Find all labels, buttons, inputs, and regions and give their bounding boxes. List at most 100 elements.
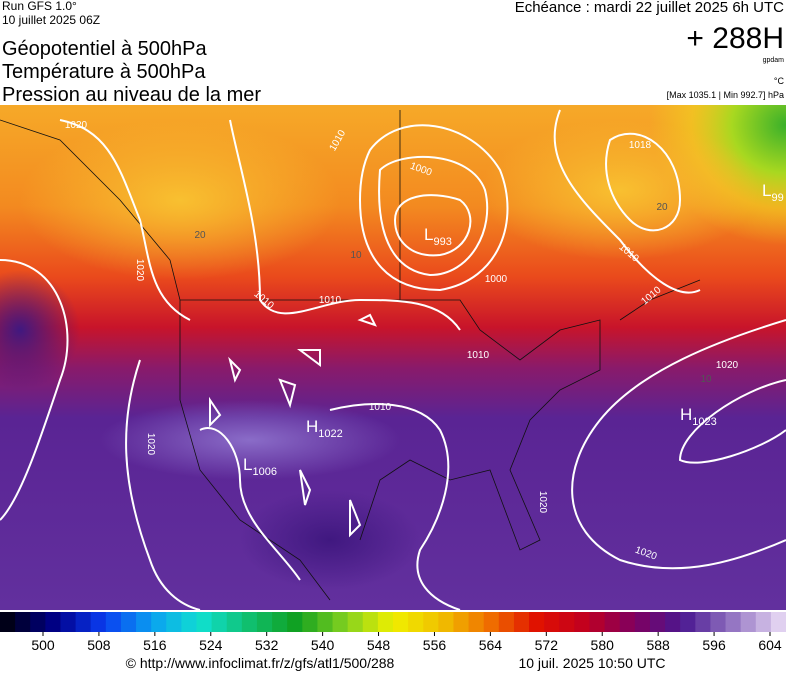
center-value: 1006: [252, 466, 276, 478]
colorbar-swatch: [393, 612, 409, 632]
lead: + 288H: [686, 22, 784, 55]
isobar-label: 1020: [145, 433, 156, 456]
colorbar-swatch: [665, 612, 681, 632]
colorbar-swatch: [45, 612, 61, 632]
center-letter: H: [306, 417, 318, 436]
colorbar-swatch: [332, 612, 349, 632]
title: Pression au niveau de la mer: [2, 84, 261, 106]
center-letter: H: [680, 405, 692, 424]
colorbar-swatch: [90, 612, 107, 632]
colorbar-swatch: [649, 612, 666, 632]
colorbar-swatch: [589, 612, 606, 632]
colorbar-swatch: [166, 612, 182, 632]
colorbar-swatch: [377, 612, 394, 632]
colorbar-swatch: [30, 612, 46, 632]
colorbar-tick-label: 604: [758, 637, 782, 653]
center-value: 99: [771, 192, 783, 204]
colorbar-swatch: [453, 612, 470, 632]
colorbar-tick-label: 564: [479, 637, 503, 653]
colorbar-swatch: [740, 612, 757, 632]
colorbar-swatch: [226, 612, 243, 632]
center-value: 1022: [318, 428, 342, 440]
colorbar-tick-label: 508: [87, 637, 111, 653]
colorbar-swatch: [544, 612, 560, 632]
colorbar-swatch: [710, 612, 727, 632]
colorbar-swatch: [120, 612, 137, 632]
colorbar-swatch: [770, 612, 786, 632]
colorbar-tick-label: 588: [646, 637, 670, 653]
colorbar-swatch: [136, 612, 152, 632]
colorbar-tick-label: 516: [143, 637, 167, 653]
colorbar-tick-label: 548: [367, 637, 391, 653]
colorbar-swatch: [60, 612, 77, 632]
colorbar-swatch: [75, 612, 92, 632]
center-value: 1023: [692, 416, 716, 428]
colorbar-swatch: [272, 612, 288, 632]
colorbar-swatch: [559, 612, 575, 632]
source-url: © http://www.infoclimat.fr/z/gfs/atl1/50…: [126, 655, 395, 671]
colorbar-swatch: [302, 612, 318, 632]
isobar-label: 1000: [485, 274, 508, 285]
colorbar-swatch: [498, 612, 515, 632]
isobar-label: 1020: [65, 120, 88, 131]
pressure-center: H1022: [306, 417, 343, 440]
colorbar-swatch: [695, 612, 711, 632]
colorbar-tick-label: 524: [199, 637, 223, 653]
colorbar-swatch: [513, 612, 530, 632]
center-letter: L: [243, 455, 252, 474]
colorbar-swatch: [619, 612, 636, 632]
colorbar-swatch: [604, 612, 621, 632]
colorbar-tick-label: 532: [255, 637, 279, 653]
colorbar-swatch: [755, 612, 772, 632]
colorbar-swatch: [483, 612, 500, 632]
pressure-center: L993: [424, 225, 452, 248]
colorbar-tick-label: 572: [535, 637, 559, 653]
colorbar-swatch: [408, 612, 424, 632]
pressure-center: L99: [762, 181, 784, 204]
colorbar: 500 508 516 524 532 540 548 556 564 572 580 588 596 6…: [0, 612, 786, 653]
colorbar-swatch: [347, 612, 364, 632]
timestamp: 10 juil. 2025 10:50 UTC: [518, 655, 665, 671]
title: Géopotentiel à 500hPa: [2, 38, 207, 60]
title: Température à 500hPa: [2, 61, 206, 83]
isobar-label: 1010: [369, 402, 392, 413]
isobar-label: 1018: [629, 140, 652, 151]
colorbar-swatch: [0, 612, 16, 632]
colorbar-swatch: [362, 612, 379, 632]
run-date: 10 juillet 2025 06Z: [2, 13, 100, 27]
unit-geo: gpdam: [763, 57, 785, 64]
colorbar-swatch: [317, 612, 334, 632]
map: [0, 105, 786, 611]
colorbar-tick-label: 556: [423, 637, 447, 653]
forecast: Echéance : mardi 22 juillet 2025 6h UTC: [515, 0, 784, 16]
colorbar-swatch: [196, 612, 213, 632]
run: Run GFS 1.0°: [2, 0, 77, 13]
colorbar-swatch: [438, 612, 454, 632]
colorbar-tick-label: 540: [311, 637, 335, 653]
isobar-label: 1010: [319, 295, 342, 306]
colorbar-swatch: [423, 612, 439, 632]
range: [Max 1035.1 | Min 992.7] hPa: [667, 90, 784, 100]
colorbar-swatch: [574, 612, 590, 632]
colorbar-swatch: [287, 612, 303, 632]
center-letter: L: [424, 225, 433, 244]
colorbar-swatch: [105, 612, 122, 632]
colorbar-swatch: [151, 612, 167, 632]
colorbar-swatch: [680, 612, 696, 632]
colorbar-swatch: [725, 612, 742, 632]
temperature-label: 10: [350, 250, 362, 261]
temperature-label: 10: [700, 374, 712, 385]
isobar-label: 1020: [134, 259, 145, 282]
colorbar-tick-label: 580: [591, 637, 615, 653]
colorbar-swatch: [256, 612, 273, 632]
colorbar-swatch: [634, 612, 651, 632]
isobar-label: 1020: [716, 360, 739, 371]
center-letter: L: [762, 181, 771, 200]
temperature-label: 20: [194, 230, 206, 241]
colorbar-swatch: [241, 612, 258, 632]
header: Run GFS 1.0° 10 juillet 2025 06Z Echéanc…: [2, 0, 784, 106]
isobar-label: 1020: [537, 491, 548, 514]
colorbar-tick-label: 596: [702, 637, 726, 653]
colorbar-swatch: [468, 612, 485, 632]
